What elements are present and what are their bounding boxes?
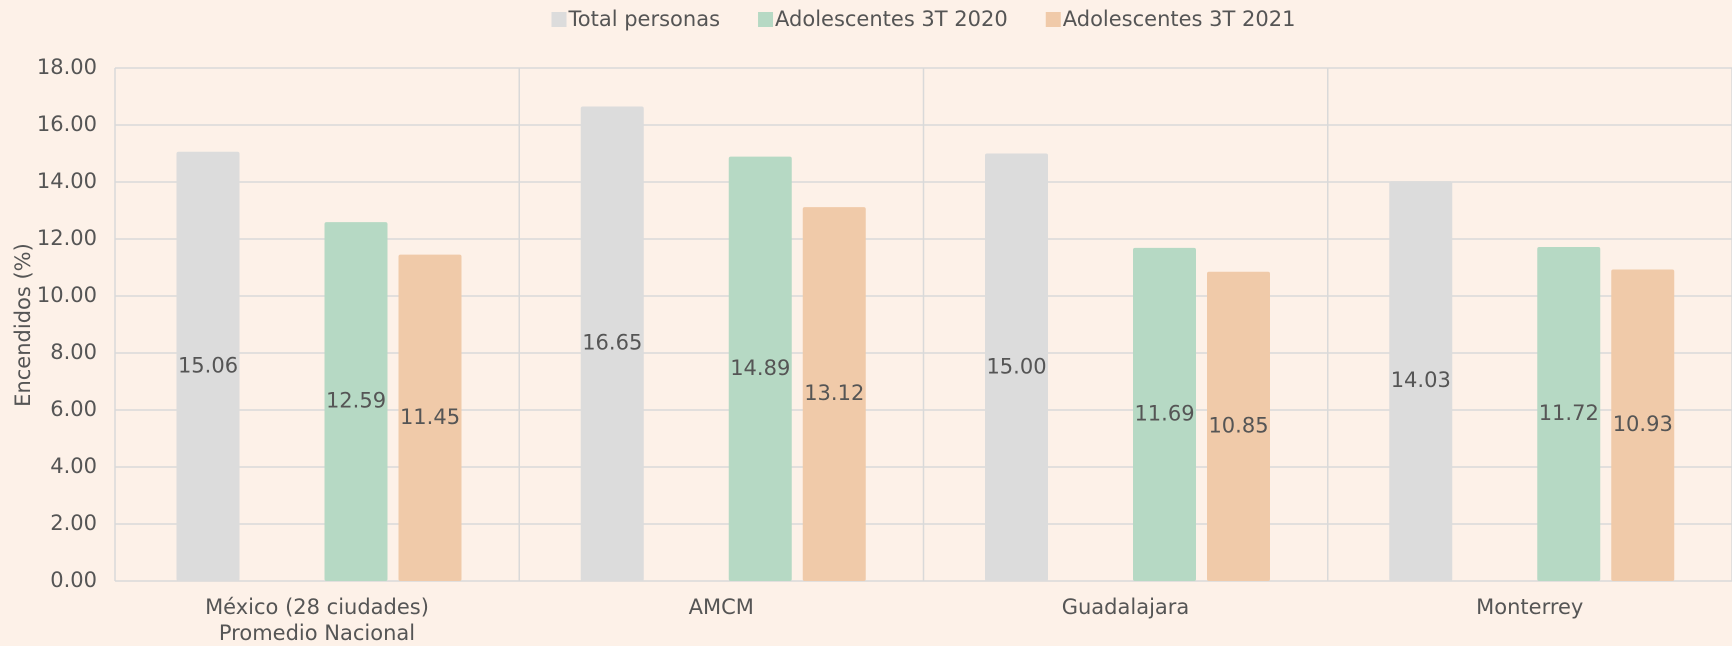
- y-tick-label: 14.00: [37, 169, 97, 193]
- legend-swatch: [1045, 12, 1061, 27]
- data-label: 11.45: [400, 405, 460, 429]
- x-tick-label: México (28 ciudades) Promedio Nacional: [205, 595, 429, 645]
- data-label: 10.85: [1208, 413, 1268, 437]
- bar: [728, 156, 792, 581]
- x-tick-label: Monterrey: [1476, 595, 1584, 619]
- y-tick-label: 4.00: [50, 454, 97, 478]
- bar: [802, 207, 866, 581]
- bar: [1537, 246, 1601, 582]
- legend-label: Adolescentes 3T 2021: [1063, 7, 1296, 31]
- data-label: 15.00: [986, 354, 1046, 378]
- bar: [176, 151, 240, 582]
- legend-label: Adolescentes 3T 2020: [775, 7, 1008, 31]
- data-label: 16.65: [582, 331, 642, 355]
- y-tick-label: 0.00: [50, 568, 97, 592]
- bar: [1133, 247, 1196, 581]
- data-label: 13.12: [804, 381, 864, 405]
- y-tick-label: 18.00: [37, 55, 97, 79]
- bar: [324, 222, 388, 581]
- y-tick-label: 2.00: [50, 511, 97, 535]
- x-tick-label: Guadalajara: [1061, 595, 1190, 619]
- x-tick-label: AMCM: [688, 595, 754, 619]
- data-label: 11.69: [1134, 401, 1194, 425]
- y-tick-label: 10.00: [37, 283, 97, 307]
- legend-swatch: [551, 12, 567, 27]
- data-label: 15.06: [178, 353, 238, 377]
- data-label: 14.03: [1391, 368, 1451, 392]
- legend-label: Total personas: [568, 7, 721, 31]
- bar: [1207, 271, 1270, 581]
- bar: [1611, 269, 1675, 581]
- legend-swatch: [758, 12, 774, 27]
- bar: [580, 106, 644, 581]
- data-label: 14.89: [730, 356, 790, 380]
- bar: [398, 254, 462, 582]
- y-tick-label: 8.00: [50, 340, 97, 364]
- y-tick-label: 6.00: [50, 397, 97, 421]
- y-tick-label: 16.00: [37, 112, 97, 136]
- bar: [1389, 181, 1453, 581]
- data-label: 12.59: [326, 389, 386, 413]
- data-label: 11.72: [1539, 401, 1599, 425]
- bar: [985, 153, 1048, 581]
- data-label: 10.93: [1613, 412, 1673, 436]
- y-tick-label: 12.00: [37, 226, 97, 250]
- y-axis-label: Encendidos (%): [11, 243, 35, 407]
